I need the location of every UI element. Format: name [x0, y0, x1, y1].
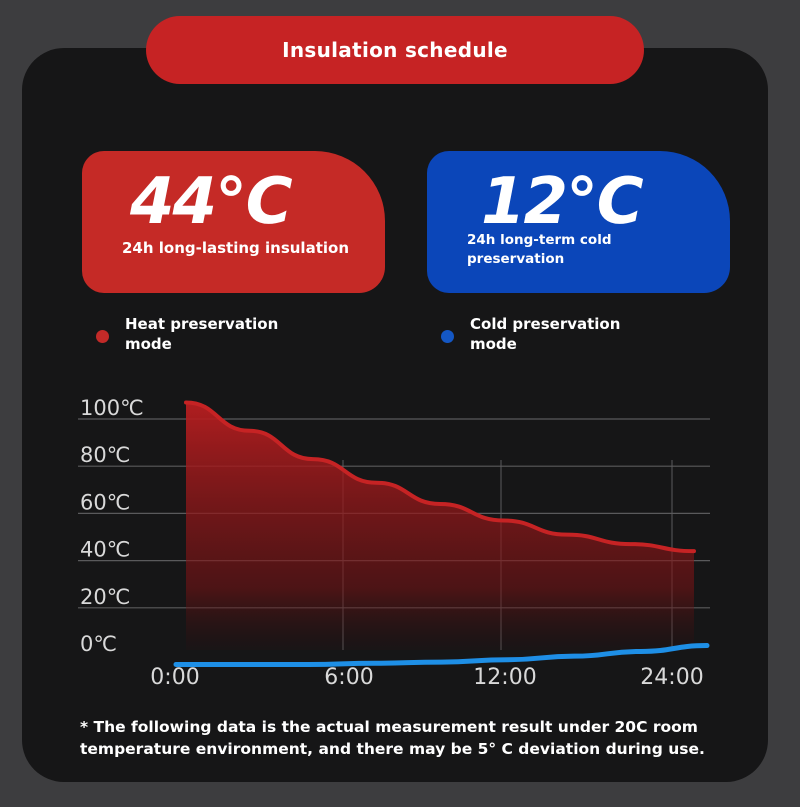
- cold-line: [173, 643, 710, 667]
- heat-dot-icon: [96, 330, 109, 343]
- heat-area-fill: [186, 402, 694, 650]
- y-tick-label: 60℃: [80, 490, 130, 514]
- series-lines: [173, 400, 710, 667]
- cold-desc: 24h long-term cold preservation: [467, 232, 612, 267]
- cold-temp: 12℃: [481, 165, 644, 239]
- x-tick-label: 6:00: [324, 665, 373, 690]
- heat-desc: 24h long-lasting insulation: [122, 239, 349, 257]
- heat-line: [184, 400, 696, 554]
- page-title-text: Insulation schedule: [282, 38, 508, 62]
- x-tick-label: 0:00: [150, 665, 199, 690]
- x-tick-label: 24:00: [640, 665, 703, 690]
- legend-heat-label: Heat preservation mode: [125, 315, 279, 353]
- axis-labels: 100℃ 80℃ 60℃ 40℃ 20℃ 0℃ 0:00 6:00 12:00 24:00: [80, 396, 704, 690]
- cold-dot-icon: [441, 330, 454, 343]
- legend-cold: Cold preservation mode: [441, 314, 640, 354]
- y-tick-label: 100℃: [80, 396, 144, 420]
- heat-card: 44℃ 24h long-lasting insulation: [82, 151, 385, 293]
- cold-card: 12℃ 24h long-term cold preservation: [427, 151, 730, 293]
- legend-heat: Heat preservation mode: [96, 314, 295, 354]
- x-tick-label: 12:00: [473, 665, 536, 690]
- heat-temp: 44℃: [130, 165, 293, 239]
- y-tick-label: 80℃: [80, 443, 130, 467]
- legend-cold-label: Cold preservation mode: [470, 315, 621, 353]
- y-tick-label: 40℃: [80, 538, 130, 562]
- y-tick-label: 20℃: [80, 585, 130, 609]
- page-title: Insulation schedule: [146, 16, 644, 84]
- footnote: * The following data is the actual measu…: [80, 718, 705, 758]
- y-tick-label: 0℃: [80, 632, 117, 656]
- heat-area: [186, 402, 694, 650]
